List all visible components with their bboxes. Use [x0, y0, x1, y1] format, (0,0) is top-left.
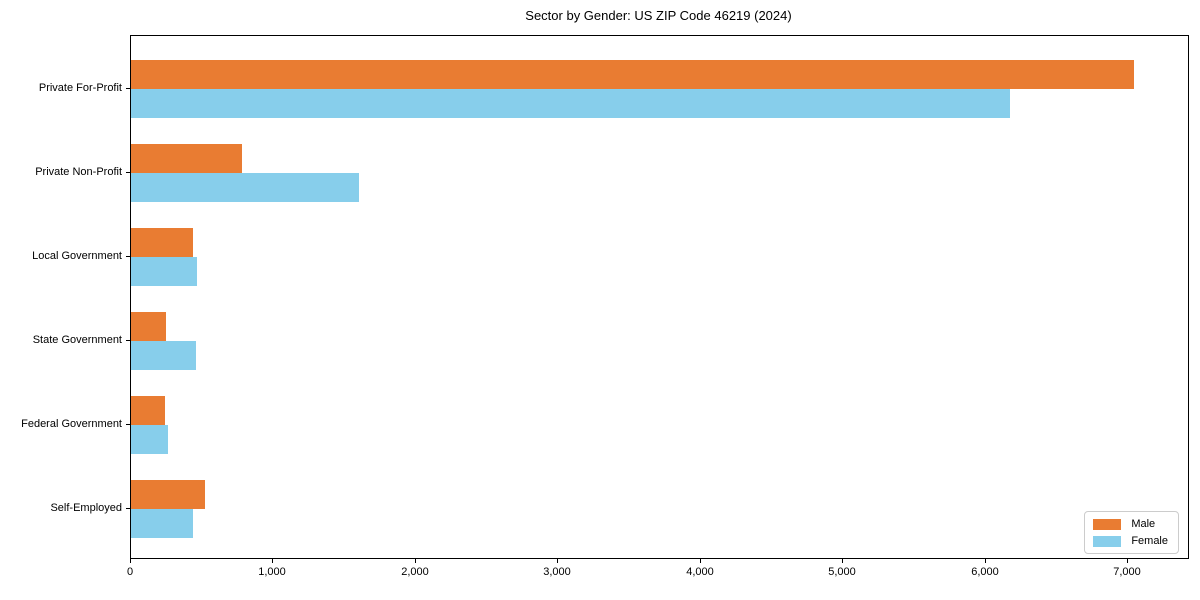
x-tick-1	[272, 559, 273, 563]
x-tick-label-6: 6,000	[971, 566, 999, 578]
y-tick-0	[126, 88, 130, 89]
legend-label-male: Male	[1131, 518, 1156, 530]
bar-female-2	[131, 257, 197, 286]
y-axis-label-2: Local Government	[32, 250, 122, 262]
x-tick-2	[415, 559, 416, 563]
bar-male-3	[131, 312, 166, 341]
y-tick-3	[126, 340, 130, 341]
bar-female-4	[131, 425, 168, 454]
x-tick-label-4: 4,000	[686, 566, 714, 578]
y-axis-label-4: Federal Government	[21, 418, 122, 430]
legend-label-female: Female	[1131, 535, 1168, 547]
y-tick-1	[126, 172, 130, 173]
y-tick-4	[126, 424, 130, 425]
bar-female-5	[131, 509, 193, 538]
x-tick-label-3: 3,000	[543, 566, 571, 578]
y-axis-label-3: State Government	[32, 334, 122, 346]
legend: Male Female	[1084, 511, 1179, 554]
y-axis-label-5: Self-Employed	[50, 502, 122, 514]
legend-swatch-male	[1093, 518, 1122, 530]
x-tick-6	[985, 559, 986, 563]
x-tick-4	[700, 559, 701, 563]
bar-male-2	[131, 228, 193, 257]
x-tick-label-1: 1,000	[258, 566, 286, 578]
x-tick-0	[130, 559, 131, 563]
y-tick-5	[126, 508, 130, 509]
legend-swatch-female	[1093, 535, 1122, 547]
x-tick-label-0: 0	[126, 566, 134, 578]
bar-male-4	[131, 396, 165, 425]
bar-male-5	[131, 480, 205, 509]
x-tick-5	[842, 559, 843, 563]
x-tick-7	[1127, 559, 1128, 563]
bar-female-1	[131, 173, 359, 202]
legend-item-female: Female	[1093, 535, 1168, 547]
y-tick-2	[126, 256, 130, 257]
chart-title: Sector by Gender: US ZIP Code 46219 (202…	[525, 8, 792, 23]
x-tick-3	[557, 559, 558, 563]
bar-male-0	[131, 60, 1134, 89]
legend-item-male: Male	[1093, 518, 1168, 530]
bar-male-1	[131, 144, 242, 173]
x-tick-label-7: 7,000	[1113, 566, 1141, 578]
bar-female-0	[131, 89, 1010, 118]
y-axis-label-1: Private Non-Profit	[35, 166, 122, 178]
plot-area: Male Female	[130, 35, 1189, 559]
x-tick-label-5: 5,000	[828, 566, 856, 578]
y-axis-label-0: Private For-Profit	[38, 82, 122, 94]
x-tick-label-2: 2,000	[401, 566, 429, 578]
bar-female-3	[131, 341, 196, 370]
